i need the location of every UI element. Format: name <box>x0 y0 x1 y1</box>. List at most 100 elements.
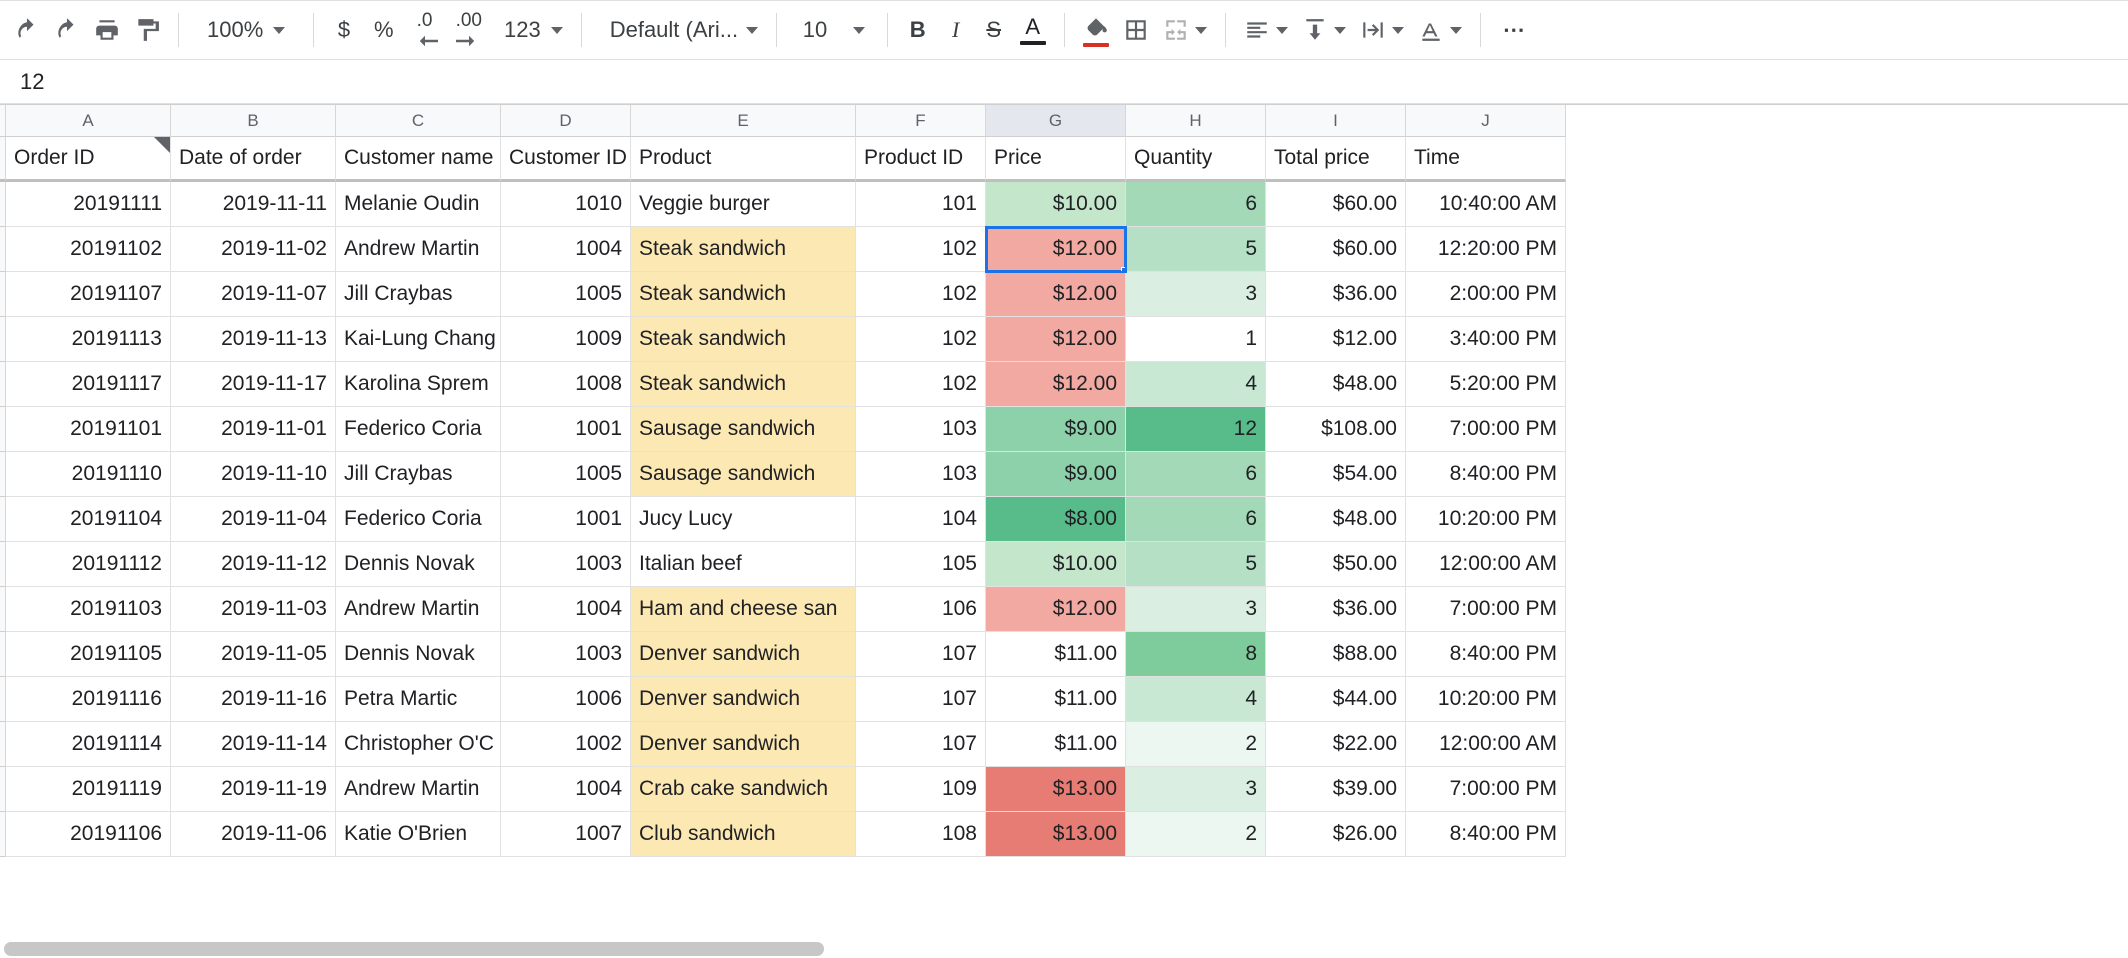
cell[interactable]: Kai-Lung Chang <box>336 317 501 362</box>
cell[interactable]: 2019-11-05 <box>171 632 336 677</box>
cell[interactable]: 103 <box>856 452 986 497</box>
cell[interactable]: Italian beef <box>631 542 856 587</box>
cell[interactable]: 20191119 <box>6 767 171 812</box>
cell[interactable]: Jill Craybas <box>336 272 501 317</box>
cell[interactable]: Dennis Novak <box>336 542 501 587</box>
cell[interactable]: 1001 <box>501 407 631 452</box>
cell[interactable]: Andrew Martin <box>336 587 501 632</box>
text-color-button[interactable]: A <box>1014 10 1052 50</box>
cell[interactable]: 1 <box>1126 317 1266 362</box>
text-wrap-dropdown[interactable] <box>1354 10 1410 50</box>
cell[interactable]: $13.00 <box>986 767 1126 812</box>
header-customer-id[interactable]: Customer ID <box>501 137 631 182</box>
formula-bar[interactable]: 12 <box>0 60 2128 104</box>
column-header-J[interactable]: J <box>1406 105 1566 137</box>
column-header-G[interactable]: G <box>986 105 1126 137</box>
cell[interactable]: 20191104 <box>6 497 171 542</box>
cell[interactable]: 8:40:00 PM <box>1406 452 1566 497</box>
cell[interactable]: 2019-11-14 <box>171 722 336 767</box>
cell[interactable]: Federico Coria <box>336 407 501 452</box>
header-product[interactable]: Product <box>631 137 856 182</box>
cell[interactable]: 20191112 <box>6 542 171 587</box>
cell[interactable]: 2019-11-19 <box>171 767 336 812</box>
cell[interactable]: 2019-11-02 <box>171 227 336 272</box>
cell[interactable]: 2:00:00 PM <box>1406 272 1566 317</box>
cell[interactable]: $48.00 <box>1266 362 1406 407</box>
cell[interactable]: 1008 <box>501 362 631 407</box>
cell[interactable]: 1007 <box>501 812 631 857</box>
cell[interactable]: Sausage sandwich <box>631 407 856 452</box>
cell[interactable]: 1005 <box>501 272 631 317</box>
cell[interactable]: 20191113 <box>6 317 171 362</box>
cell[interactable]: 20191114 <box>6 722 171 767</box>
cell[interactable]: Denver sandwich <box>631 632 856 677</box>
cell[interactable]: 20191101 <box>6 407 171 452</box>
cell[interactable]: Federico Coria <box>336 497 501 542</box>
cell[interactable]: Andrew Martin <box>336 767 501 812</box>
cell[interactable]: 1010 <box>501 182 631 227</box>
cell[interactable]: Veggie burger <box>631 182 856 227</box>
header-date-of-order[interactable]: Date of order <box>171 137 336 182</box>
cell[interactable]: $22.00 <box>1266 722 1406 767</box>
merge-cells-dropdown[interactable] <box>1157 10 1213 50</box>
cell[interactable]: 2019-11-17 <box>171 362 336 407</box>
cell[interactable]: $11.00 <box>986 632 1126 677</box>
cell[interactable]: 107 <box>856 722 986 767</box>
cell[interactable]: 3 <box>1126 272 1266 317</box>
cell[interactable]: Steak sandwich <box>631 227 856 272</box>
cell[interactable]: Denver sandwich <box>631 677 856 722</box>
cell[interactable]: 12 <box>1126 407 1266 452</box>
cell[interactable]: Jucy Lucy <box>631 497 856 542</box>
cell[interactable]: 1002 <box>501 722 631 767</box>
cell[interactable]: 10:40:00 AM <box>1406 182 1566 227</box>
cell[interactable]: 7:00:00 PM <box>1406 587 1566 632</box>
cell[interactable]: 5 <box>1126 227 1266 272</box>
cell[interactable]: $12.00 <box>986 317 1126 362</box>
cell[interactable]: Ham and cheese san <box>631 587 856 632</box>
cell[interactable]: Christopher O'C <box>336 722 501 767</box>
increase-decimal-button[interactable]: .00 <box>446 10 492 50</box>
cell[interactable]: 2019-11-13 <box>171 317 336 362</box>
filter-icon[interactable] <box>154 137 170 153</box>
zoom-dropdown[interactable]: 100% <box>191 10 301 50</box>
cell[interactable]: 2019-11-01 <box>171 407 336 452</box>
format-percent-button[interactable]: % <box>364 10 404 50</box>
cell[interactable]: 1005 <box>501 452 631 497</box>
cell[interactable]: $11.00 <box>986 677 1126 722</box>
cell[interactable]: 2019-11-06 <box>171 812 336 857</box>
cell[interactable]: $88.00 <box>1266 632 1406 677</box>
cell[interactable]: 4 <box>1126 362 1266 407</box>
cell[interactable]: 3 <box>1126 587 1266 632</box>
print-button[interactable] <box>88 10 126 50</box>
cell[interactable]: Katie O'Brien <box>336 812 501 857</box>
cell[interactable]: 108 <box>856 812 986 857</box>
cell[interactable]: 20191111 <box>6 182 171 227</box>
cell[interactable]: 102 <box>856 317 986 362</box>
cell[interactable]: $26.00 <box>1266 812 1406 857</box>
redo-button[interactable] <box>48 10 86 50</box>
cell[interactable]: Club sandwich <box>631 812 856 857</box>
horizontal-scrollbar[interactable] <box>4 942 824 956</box>
cell[interactable]: 1004 <box>501 227 631 272</box>
strikethrough-button[interactable]: S <box>976 10 1012 50</box>
cell[interactable]: 5:20:00 PM <box>1406 362 1566 407</box>
cell[interactable]: 2019-11-11 <box>171 182 336 227</box>
cell[interactable]: Petra Martic <box>336 677 501 722</box>
cell[interactable]: 102 <box>856 362 986 407</box>
cell[interactable]: 4 <box>1126 677 1266 722</box>
cell[interactable]: $36.00 <box>1266 272 1406 317</box>
selection-handle[interactable] <box>1121 267 1126 272</box>
horizontal-align-dropdown[interactable] <box>1238 10 1294 50</box>
cell[interactable]: 20191107 <box>6 272 171 317</box>
cell[interactable]: $39.00 <box>1266 767 1406 812</box>
cell[interactable]: 2019-11-03 <box>171 587 336 632</box>
borders-button[interactable] <box>1117 10 1155 50</box>
cell[interactable]: 106 <box>856 587 986 632</box>
italic-button[interactable]: I <box>938 10 974 50</box>
cell[interactable]: $44.00 <box>1266 677 1406 722</box>
cell[interactable]: 1004 <box>501 587 631 632</box>
cell[interactable]: $12.00 <box>1266 317 1406 362</box>
cell[interactable]: $10.00 <box>986 542 1126 587</box>
cell[interactable]: Jill Craybas <box>336 452 501 497</box>
cell[interactable]: $50.00 <box>1266 542 1406 587</box>
